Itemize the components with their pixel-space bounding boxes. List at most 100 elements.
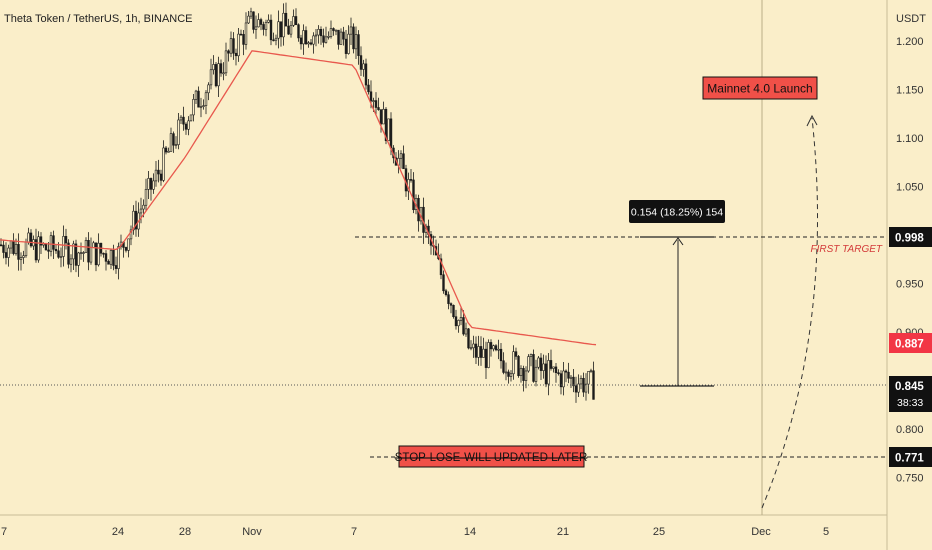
candle <box>567 362 570 384</box>
candle <box>462 310 465 336</box>
candle-body <box>354 34 358 50</box>
candle <box>464 322 468 337</box>
candle <box>359 46 363 77</box>
mainnet-label-box[interactable] <box>702 76 818 100</box>
candle-body <box>244 22 248 45</box>
candle <box>374 92 378 115</box>
candle-body <box>264 22 268 30</box>
candle <box>379 109 383 133</box>
candle-body <box>102 252 105 255</box>
price-tick-label: 0.750 <box>896 473 924 485</box>
candle-body <box>134 210 138 230</box>
candle-body <box>9 240 13 249</box>
candle <box>169 127 173 152</box>
price-tick-label: 1.100 <box>896 133 924 145</box>
candle <box>454 309 458 330</box>
candle-body <box>269 19 273 41</box>
candle-body <box>154 169 158 182</box>
candle <box>589 368 593 373</box>
candle <box>527 354 530 373</box>
moving-average-badge: 0.887 <box>889 333 932 353</box>
candle-body <box>67 242 70 265</box>
candle-body <box>509 373 513 377</box>
candle <box>327 31 330 40</box>
last-price-badge: 0.845 38:33 <box>889 376 932 412</box>
candle <box>319 26 323 45</box>
candle-body <box>194 90 198 100</box>
candle-body <box>502 360 505 373</box>
candle-body <box>92 242 95 248</box>
candle-body <box>149 178 153 190</box>
candle <box>209 58 213 90</box>
candle <box>412 172 415 214</box>
candle-body <box>219 63 223 74</box>
candle <box>152 173 155 194</box>
candle <box>577 374 580 398</box>
candle-body <box>252 11 255 30</box>
candle-body <box>307 42 310 45</box>
candle <box>304 26 308 45</box>
time-tick-label: 25 <box>653 526 665 538</box>
candle <box>574 376 578 403</box>
candle <box>334 29 338 36</box>
candle <box>234 48 238 66</box>
candle <box>467 328 470 350</box>
candle <box>99 242 103 257</box>
candle <box>357 30 360 65</box>
projection-arrow[interactable] <box>761 117 819 509</box>
candle-body <box>64 236 68 244</box>
candle-body <box>322 35 325 43</box>
candle-body <box>537 357 540 368</box>
candle <box>484 341 488 379</box>
candle-body <box>217 63 220 87</box>
candle <box>177 112 180 150</box>
measure-arrow-head <box>672 237 684 246</box>
candle <box>239 29 243 36</box>
candle-body <box>367 84 370 93</box>
candle <box>224 42 228 77</box>
candle <box>2 239 5 259</box>
time-tick-label: 28 <box>179 526 191 538</box>
candle <box>102 252 105 258</box>
candle-body <box>557 372 560 374</box>
candle-body <box>544 363 548 385</box>
first-target-badge: 0.998 <box>889 227 932 247</box>
time-axis-ticks: 7 24 28 Nov 7 14 21 25 Dec 5 <box>1 526 829 538</box>
candle <box>184 122 188 135</box>
candle <box>309 38 313 46</box>
candle-body <box>174 144 178 146</box>
candle-body <box>2 244 5 253</box>
candle <box>542 354 545 379</box>
candle-body <box>512 351 515 375</box>
stop-loss-label-box[interactable] <box>398 445 585 468</box>
price-tick-label: 0.800 <box>896 424 924 436</box>
candle <box>117 242 120 280</box>
candle <box>257 13 260 28</box>
candle-body <box>362 63 365 70</box>
candle <box>557 369 560 376</box>
price-tick-label: 1.150 <box>896 85 924 97</box>
candle-body <box>334 29 338 32</box>
candle-body <box>304 30 308 45</box>
candle-body <box>222 72 225 75</box>
price-range-measure[interactable]: 0.154 (18.25%) 154 <box>629 200 725 387</box>
candle <box>349 17 353 46</box>
candle-body <box>474 343 478 358</box>
candle-body <box>124 247 128 251</box>
candle-body <box>247 15 250 24</box>
candle-body <box>467 328 470 349</box>
candle-body <box>584 383 588 393</box>
candle <box>162 140 165 183</box>
candle-body <box>332 28 335 31</box>
candle-body <box>497 348 500 351</box>
candle-body <box>237 33 240 57</box>
candle-body <box>82 252 85 254</box>
candle-body <box>239 33 243 36</box>
candle-body <box>47 249 50 252</box>
candle <box>252 11 255 34</box>
candle <box>502 352 505 375</box>
candle <box>529 353 533 367</box>
candle <box>174 136 178 149</box>
candle-body <box>562 370 565 388</box>
